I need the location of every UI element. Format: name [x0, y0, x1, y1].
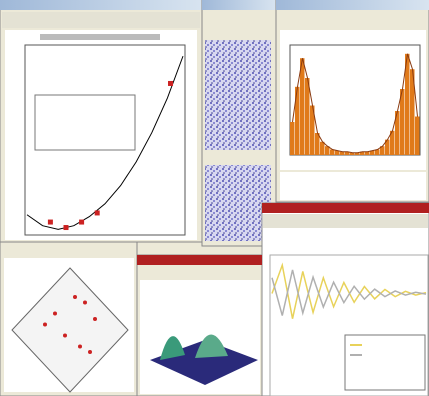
bar	[415, 117, 420, 156]
marker	[95, 210, 100, 215]
noise-image	[205, 165, 271, 241]
bar	[305, 78, 310, 155]
title-placeholder	[40, 34, 160, 40]
title-bar[interactable]	[137, 255, 262, 265]
window-curve	[0, 0, 202, 242]
noise-image	[205, 40, 271, 150]
title-bar[interactable]	[276, 0, 429, 10]
point	[73, 295, 77, 299]
toolbar	[263, 214, 428, 228]
bar	[330, 150, 335, 156]
point	[63, 334, 67, 338]
legend	[345, 335, 425, 390]
bar	[320, 142, 325, 155]
toolbar	[2, 12, 200, 28]
legend	[35, 95, 135, 150]
title-bar[interactable]	[202, 0, 276, 10]
title-bar[interactable]	[262, 203, 429, 213]
title-bar[interactable]	[0, 0, 202, 10]
point	[88, 350, 92, 354]
marker	[64, 225, 69, 230]
text-panel	[280, 172, 426, 200]
bar	[300, 58, 305, 155]
desktop	[0, 0, 429, 396]
marker	[168, 81, 173, 86]
marker	[48, 220, 53, 225]
point	[78, 345, 82, 349]
point	[93, 317, 97, 321]
point	[53, 312, 57, 316]
marker	[79, 220, 84, 225]
point	[83, 301, 87, 305]
window-scatter	[0, 242, 137, 396]
point	[43, 323, 47, 327]
window-surface	[137, 255, 262, 396]
page: {"windows":[ {"chart_data":{"type":"line…	[0, 0, 429, 396]
bar	[290, 122, 295, 155]
